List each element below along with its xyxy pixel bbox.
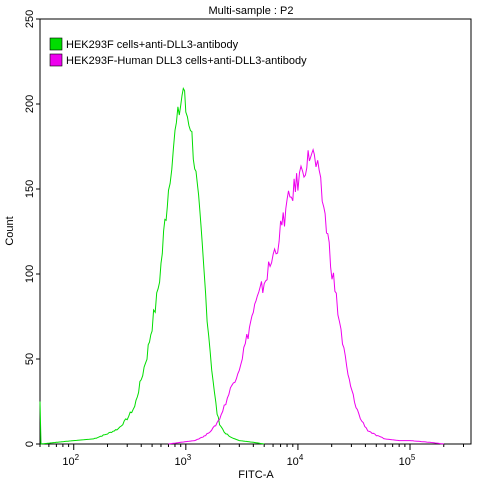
x-tick-label: 102 — [62, 453, 79, 468]
y-tick-label: 250 — [24, 10, 36, 28]
y-axis-label: Count — [4, 216, 16, 245]
x-tick-label: 103 — [174, 453, 191, 468]
chart-title: Multi-sample : P2 — [209, 5, 294, 17]
y-tick-label: 0 — [24, 441, 36, 447]
series-line-2 — [168, 147, 444, 445]
y-tick-label: 200 — [24, 95, 36, 113]
y-tick-label: 50 — [24, 353, 36, 365]
y-axis: 0 50 100 150 200 250 — [24, 10, 40, 447]
x-axis: 102 103 104 105 — [39, 444, 464, 468]
legend-swatch — [49, 53, 63, 67]
legend: HEK293F cells+anti-DLL3-antibody HEK293F-… — [49, 37, 307, 67]
series-layer — [39, 87, 444, 445]
legend-swatch — [49, 37, 63, 51]
legend-label: HEK293F cells+anti-DLL3-antibody — [66, 39, 239, 51]
series-line-1 — [39, 87, 265, 445]
y-tick-label: 100 — [24, 265, 36, 283]
x-tick-label: 104 — [287, 453, 304, 468]
x-tick-label: 105 — [399, 453, 416, 468]
legend-label: HEK293F-Human DLL3 cells+anti-DLL3-antib… — [66, 55, 307, 67]
y-tick-label: 150 — [24, 180, 36, 198]
x-axis-label: FITC-A — [238, 469, 274, 481]
plot-area — [39, 18, 472, 445]
